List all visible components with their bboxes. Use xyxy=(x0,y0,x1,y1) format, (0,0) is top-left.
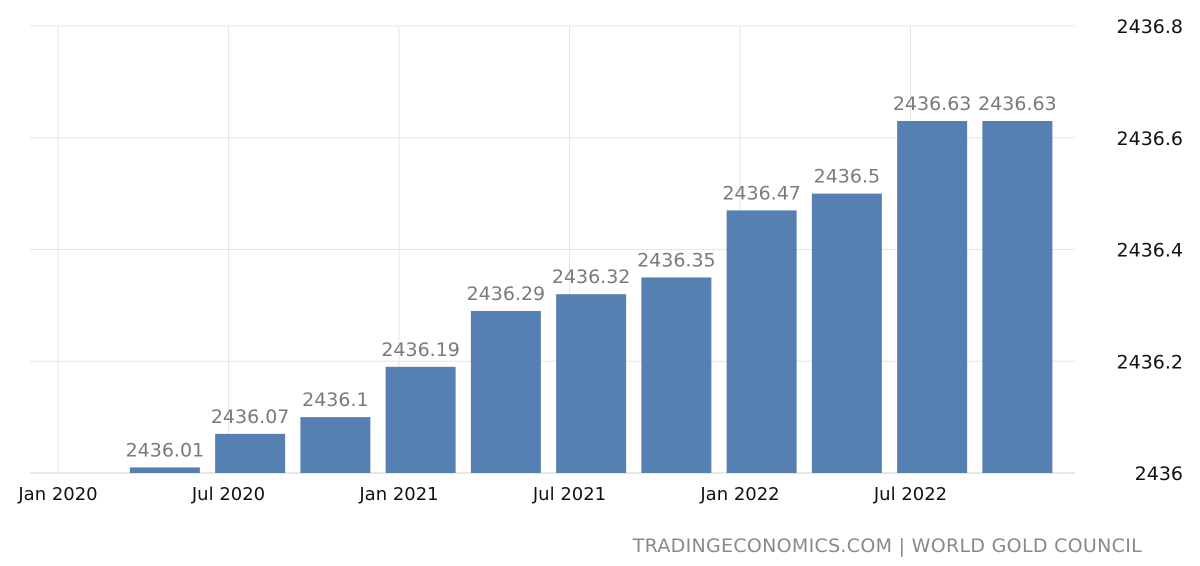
bar-oct-2021 xyxy=(641,277,712,473)
bar-oct-2020 xyxy=(300,417,371,473)
y-axis-ticks: 2436 2436.2 2436.4 2436.6 2436.8 xyxy=(1117,16,1183,485)
bar-apr-2021 xyxy=(470,310,541,473)
bar-apr-2020 xyxy=(129,467,200,473)
bar-apr-2022 xyxy=(811,193,882,473)
x-tick-label: Jan 2021 xyxy=(358,484,438,505)
x-tick-label: Jan 2022 xyxy=(699,484,779,505)
bar-jan-2022 xyxy=(726,210,797,473)
data-label: 2436.07 xyxy=(211,406,290,428)
bar-oct-2022 xyxy=(982,120,1053,474)
y-tick-label: 2436.4 xyxy=(1117,240,1183,262)
data-label: 2436.35 xyxy=(637,249,716,271)
bar-chart: 2436.01 2436.07 2436.1 2436.19 2436.29 2436.3… xyxy=(17,16,1183,505)
x-tick-label: Jan 2020 xyxy=(17,484,97,505)
source-attribution: TRADINGECONOMICS.COM | WORLD GOLD COUNCI… xyxy=(632,535,1142,557)
y-tick-label: 2436.2 xyxy=(1117,351,1183,373)
bar-jul-2022 xyxy=(897,120,968,474)
grid-layer xyxy=(30,25,1075,474)
y-tick-label: 2436.8 xyxy=(1117,16,1183,38)
data-label: 2436.63 xyxy=(893,93,972,115)
data-label: 2436.1 xyxy=(302,389,368,411)
data-label: 2436.01 xyxy=(126,439,205,461)
data-label: 2436.29 xyxy=(467,283,546,305)
x-axis-ticks: Jan 2020 Jul 2020 Jan 2021 Jul 2021 Jan 2022… xyxy=(17,484,947,505)
y-tick-label: 2436.6 xyxy=(1117,128,1183,150)
bar-jul-2020 xyxy=(215,433,286,473)
data-label: 2436.19 xyxy=(381,339,460,361)
data-label: 2436.63 xyxy=(978,93,1057,115)
bar-layer xyxy=(129,120,1053,474)
data-label: 2436.32 xyxy=(552,266,631,288)
x-tick-label: Jul 2022 xyxy=(873,484,947,505)
data-label: 2436.5 xyxy=(814,166,880,188)
bar-jul-2021 xyxy=(556,294,627,473)
data-label-layer: 2436.01 2436.07 2436.1 2436.19 2436.29 2436.3… xyxy=(126,93,1057,461)
bar-jan-2021 xyxy=(385,366,456,473)
data-label: 2436.47 xyxy=(722,182,801,204)
y-tick-label: 2436 xyxy=(1135,463,1183,485)
x-tick-label: Jul 2021 xyxy=(532,484,606,505)
x-tick-label: Jul 2020 xyxy=(191,484,265,505)
